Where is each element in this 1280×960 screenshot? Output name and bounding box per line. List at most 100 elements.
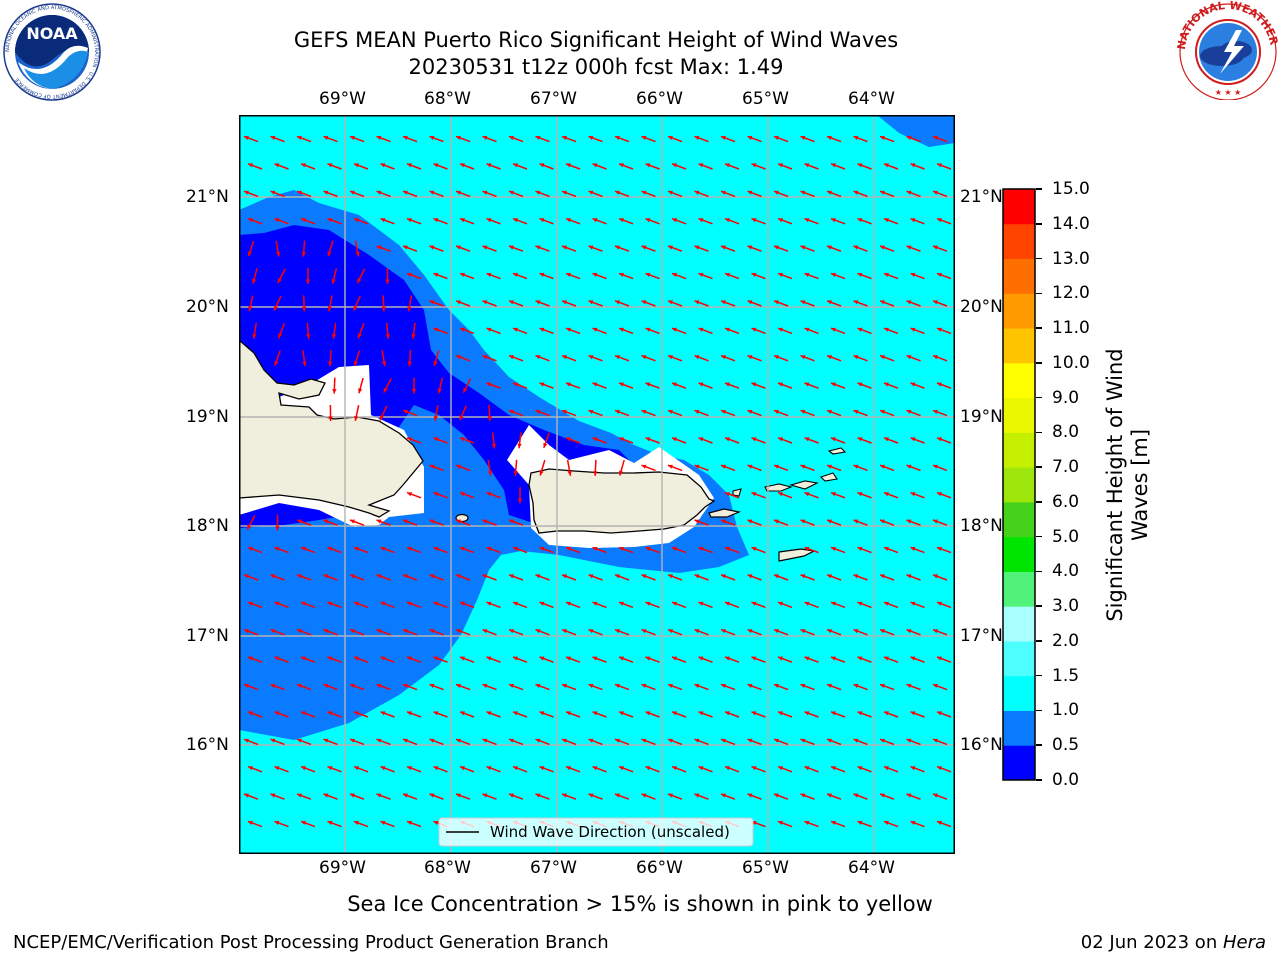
colorbar — [1002, 188, 1036, 781]
wind-wave-arrow-head — [725, 492, 730, 497]
wind-wave-arrow-head — [539, 601, 545, 606]
wind-wave-arrow-head — [800, 683, 806, 688]
wind-wave-arrow-head — [562, 300, 567, 305]
land-anegada — [827, 447, 847, 455]
wind-wave-arrow-head — [482, 793, 488, 798]
wind-wave-arrow-head — [350, 135, 355, 140]
wind-wave-arrow-head — [407, 656, 412, 661]
wind-wave-arrow-head — [323, 135, 329, 140]
wind-wave-arrow-head — [619, 163, 624, 168]
wind-wave-arrow-head — [354, 546, 359, 551]
wind-wave-arrow-head — [672, 272, 677, 277]
wind-wave-arrow-head — [884, 546, 889, 551]
wind-wave-arrow-head — [535, 793, 541, 798]
wind-wave-arrow-head — [460, 492, 465, 497]
wind-wave-arrow-head — [778, 656, 783, 661]
wind-wave-arrow-head — [831, 601, 836, 606]
wind-wave-arrow-head — [831, 820, 836, 825]
wind-wave-arrow-head — [778, 820, 783, 825]
wind-wave-arrow-head — [244, 629, 249, 634]
wind-wave-arrow-head — [566, 163, 571, 168]
wind-wave-arrow-head — [778, 711, 783, 716]
wind-wave-arrow-head — [937, 711, 942, 716]
wind-wave-arrow-head — [698, 711, 704, 716]
wind-wave-arrow-head — [433, 437, 439, 442]
wind-wave-arrow-head — [460, 218, 465, 223]
wind-wave-arrow-head — [725, 546, 730, 551]
wind-wave-arrow-head — [774, 409, 779, 414]
wind-wave-arrow-head — [323, 738, 329, 743]
wind-wave-arrow-head — [301, 306, 307, 312]
wind-wave-arrow-head — [641, 629, 647, 634]
wind-wave-arrow-head — [566, 711, 571, 716]
wind-wave-arrow-head — [668, 355, 673, 360]
wind-wave-arrow-head — [698, 327, 704, 332]
wind-wave-arrow-head — [274, 656, 280, 661]
wind-wave-arrow-head — [407, 766, 412, 771]
wind-wave-arrow-head — [588, 738, 594, 743]
wind-wave-arrow-head — [910, 546, 916, 551]
wind-wave-arrow-head — [800, 190, 806, 195]
wind-wave-arrow-head — [800, 409, 806, 414]
wind-wave-arrow-head — [774, 738, 779, 743]
wind-wave-arrow-head — [800, 519, 806, 524]
map-title-line1: GEFS MEAN Puerto Rico Significant Height… — [293, 28, 899, 52]
wind-wave-arrow-head — [827, 683, 832, 688]
wind-wave-arrow-head — [248, 656, 253, 661]
wind-wave-arrow-head — [880, 355, 885, 360]
legend-label: Wind Wave Direction (unscaled) — [490, 823, 730, 841]
wind-wave-arrow-head — [486, 766, 492, 771]
wind-wave-arrow-head — [482, 190, 488, 195]
wind-wave-arrow-head — [827, 519, 832, 524]
lon-label-top-66w: 66°W — [636, 89, 683, 109]
wind-wave-arrow-head — [906, 574, 912, 579]
wind-wave-arrow-head — [831, 327, 836, 332]
wind-wave-arrow-head — [407, 163, 412, 168]
wind-wave-arrow-head — [459, 415, 464, 421]
wind-wave-arrow-head — [297, 574, 302, 579]
wind-wave-arrow-head — [354, 766, 359, 771]
wind-wave-arrow-head — [270, 683, 276, 688]
wind-wave-arrow-head — [880, 519, 885, 524]
wind-wave-arrow-head — [831, 492, 836, 497]
wind-wave-arrow-head — [456, 245, 461, 250]
colorbar-tick-mark — [1036, 362, 1042, 364]
wind-wave-arrow-head — [721, 135, 726, 140]
wind-wave-arrow-head — [853, 245, 859, 250]
wind-wave-arrow-head — [751, 382, 757, 387]
wind-wave-arrow-head — [751, 437, 757, 442]
wind-wave-arrow-head — [906, 245, 912, 250]
wind-wave-arrow-head — [385, 334, 390, 339]
wind-wave-arrow-head — [698, 218, 704, 223]
wind-wave-arrow-head — [539, 546, 545, 551]
wind-wave-arrow-head — [331, 334, 337, 339]
colorbar-segment — [1003, 745, 1035, 781]
lon-label-top-65w: 65°W — [742, 89, 789, 109]
wind-wave-arrow-head — [327, 601, 333, 606]
wind-wave-arrow-head — [407, 546, 412, 551]
wind-wave-arrow-head — [562, 738, 567, 743]
wind-wave-arrow-head — [641, 464, 647, 469]
wind-wave-arrow-head — [403, 629, 408, 634]
colorbar-segment — [1003, 571, 1035, 607]
wind-wave-arrow-head — [274, 305, 278, 311]
wind-wave-arrow-head — [853, 464, 859, 469]
wind-wave-arrow-head — [327, 163, 333, 168]
wind-wave-arrow-head — [460, 163, 465, 168]
wind-wave-arrow-head — [933, 409, 938, 414]
wind-wave-arrow-head — [910, 327, 916, 332]
wind-wave-arrow-head — [354, 416, 359, 421]
colorbar-segment — [1003, 362, 1035, 399]
lon-label-bottom-67w: 67°W — [530, 858, 577, 878]
lon-label-bottom-65w: 65°W — [742, 858, 789, 878]
wind-wave-arrow-head — [328, 416, 333, 421]
wind-wave-arrow-head — [751, 492, 757, 497]
wind-wave-arrow-head — [698, 437, 704, 442]
wind-wave-arrow-head — [407, 820, 412, 825]
wind-wave-arrow-head — [588, 574, 594, 579]
wind-wave-arrow-head — [513, 711, 518, 716]
wind-wave-arrow-head — [827, 793, 832, 798]
lon-label-bottom-66w: 66°W — [636, 858, 683, 878]
wind-wave-arrow-head — [323, 190, 329, 195]
wind-wave-arrow-head — [725, 382, 730, 387]
